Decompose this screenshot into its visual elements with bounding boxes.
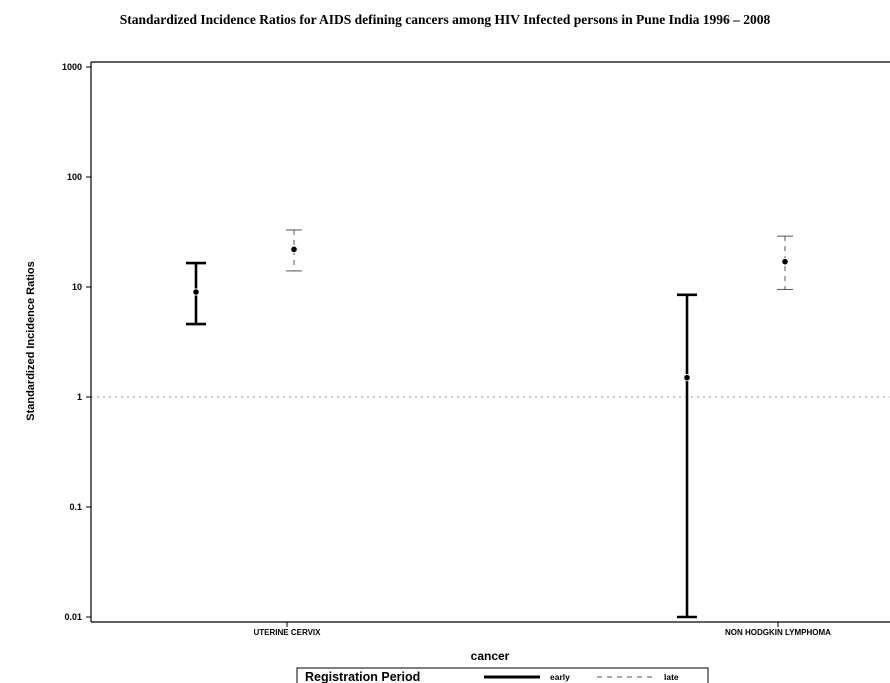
point-estimate — [192, 288, 200, 296]
x-tick-label: UTERINE CERVIX — [254, 628, 322, 637]
point-estimate — [683, 374, 691, 382]
legend: Registration Period early late — [296, 667, 709, 683]
point-estimate — [290, 245, 298, 253]
legend-early-label: early — [550, 672, 570, 682]
x-axis-title: cancer — [471, 649, 510, 663]
legend-late-label: late — [664, 672, 679, 682]
y-axis-title: Standardized Incidence Ratios — [25, 261, 37, 421]
y-tick-label: 1 — [77, 392, 82, 402]
y-tick-label: 0.01 — [64, 612, 82, 622]
errorbar-early — [186, 261, 206, 326]
errorbar-late — [286, 229, 302, 272]
point-estimate — [781, 258, 789, 266]
errorbar-late — [777, 235, 793, 290]
legend-title: Registration Period — [305, 670, 420, 683]
y-tick-label: 0.1 — [69, 502, 82, 512]
y-tick-label: 1000 — [62, 62, 82, 72]
chart-title: Standardized Incidence Ratios for AIDS d… — [119, 12, 771, 27]
errorbar-early — [677, 293, 697, 619]
chart-frame — [0, 58, 890, 683]
x-tick-label: NON HODGKIN LYMPHOMA — [725, 628, 831, 637]
y-tick-label: 100 — [67, 172, 82, 182]
y-tick-label: 10 — [72, 282, 82, 292]
